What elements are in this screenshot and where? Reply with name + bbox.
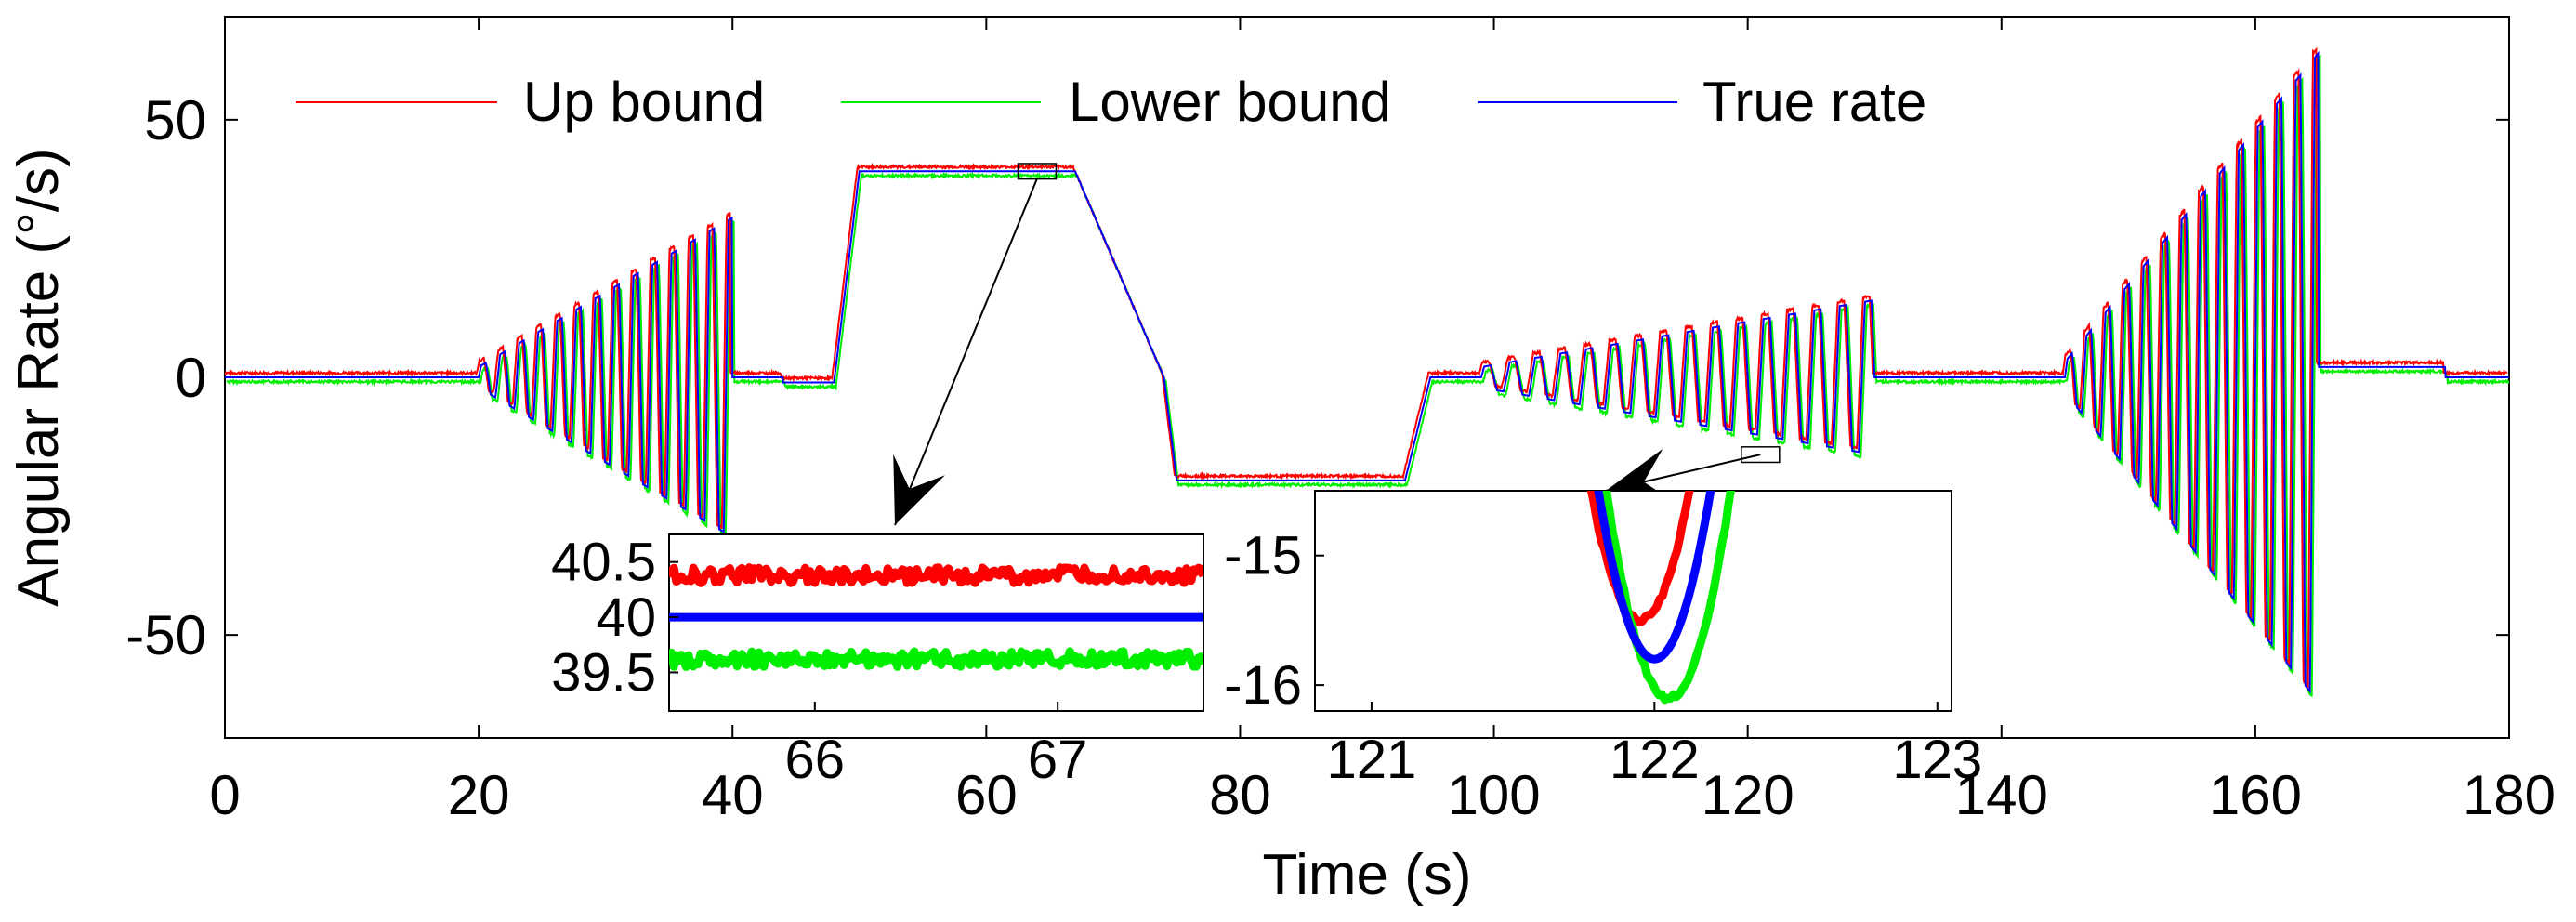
x-tick-label: 140 [1955, 764, 2048, 826]
y-tick-label: 50 [144, 89, 206, 151]
zoom-source-box [1741, 446, 1781, 464]
main-series [225, 46, 2509, 697]
y-tick-label: 0 [176, 347, 206, 409]
inset-y-tick-label: 39.5 [551, 642, 656, 703]
zoom-arrow-head [893, 454, 945, 525]
x-tick-label: 80 [1209, 764, 1271, 826]
inset-series-true-rate [1594, 491, 1715, 664]
legend-label-true-rate: True rate [1702, 71, 1926, 133]
zoom-arrows [893, 178, 1761, 526]
inset-series-up-bound [669, 563, 1203, 587]
inset-y-tick-label: 40.5 [551, 533, 656, 593]
inset-zoom-oscillation-trough: 121 122 123 -15 -16 [1224, 490, 1982, 790]
inset-y-tick-label: -16 [1224, 655, 1302, 716]
series-lower-bound [226, 54, 2509, 697]
inset-x-tick-label: 67 [1028, 730, 1088, 790]
zoom-arrow-line [894, 178, 1038, 526]
series-up-bound [225, 46, 2508, 689]
inset-y-tick-label: 40 [596, 587, 656, 648]
x-tick-label: 120 [1702, 764, 1794, 826]
legend-label-lower-bound: Lower bound [1069, 71, 1391, 133]
x-tick-label: 60 [955, 764, 1018, 826]
inset-series-lower-bound [669, 647, 1203, 671]
x-tick-label: 180 [2463, 764, 2556, 826]
x-tick-label: 0 [209, 764, 240, 826]
y-tick-label: -50 [125, 604, 206, 666]
inset-frame [1314, 490, 1952, 712]
zoom-arrow-head [1606, 448, 1676, 504]
main-ticks: 0 20 40 60 80 100 120 140 160 180 -50 0 50 [125, 17, 2556, 826]
x-tick-label: 20 [448, 764, 510, 826]
series-true-rate [225, 50, 2509, 694]
inset-x-tick-label: 123 [1892, 730, 1982, 790]
inset-x-tick-label: 121 [1326, 730, 1416, 790]
x-tick-label: 160 [2209, 764, 2302, 826]
y-axis-label: Angular Rate (°/s) [7, 148, 71, 606]
inset-y-tick-label: -15 [1224, 526, 1302, 586]
x-tick-label: 100 [1448, 764, 1541, 826]
inset-series-lower-bound [1602, 491, 1735, 705]
inset-x-tick-label: 66 [785, 730, 846, 790]
x-tick-label: 40 [702, 764, 764, 826]
inset-frame [668, 533, 1204, 712]
x-axis-label: Time (s) [1263, 843, 1472, 907]
inset-x-tick-label: 122 [1610, 730, 1700, 790]
legend-label-up-bound: Up bound [523, 71, 765, 133]
legend: Up bound Lower bound True rate [296, 71, 1926, 133]
